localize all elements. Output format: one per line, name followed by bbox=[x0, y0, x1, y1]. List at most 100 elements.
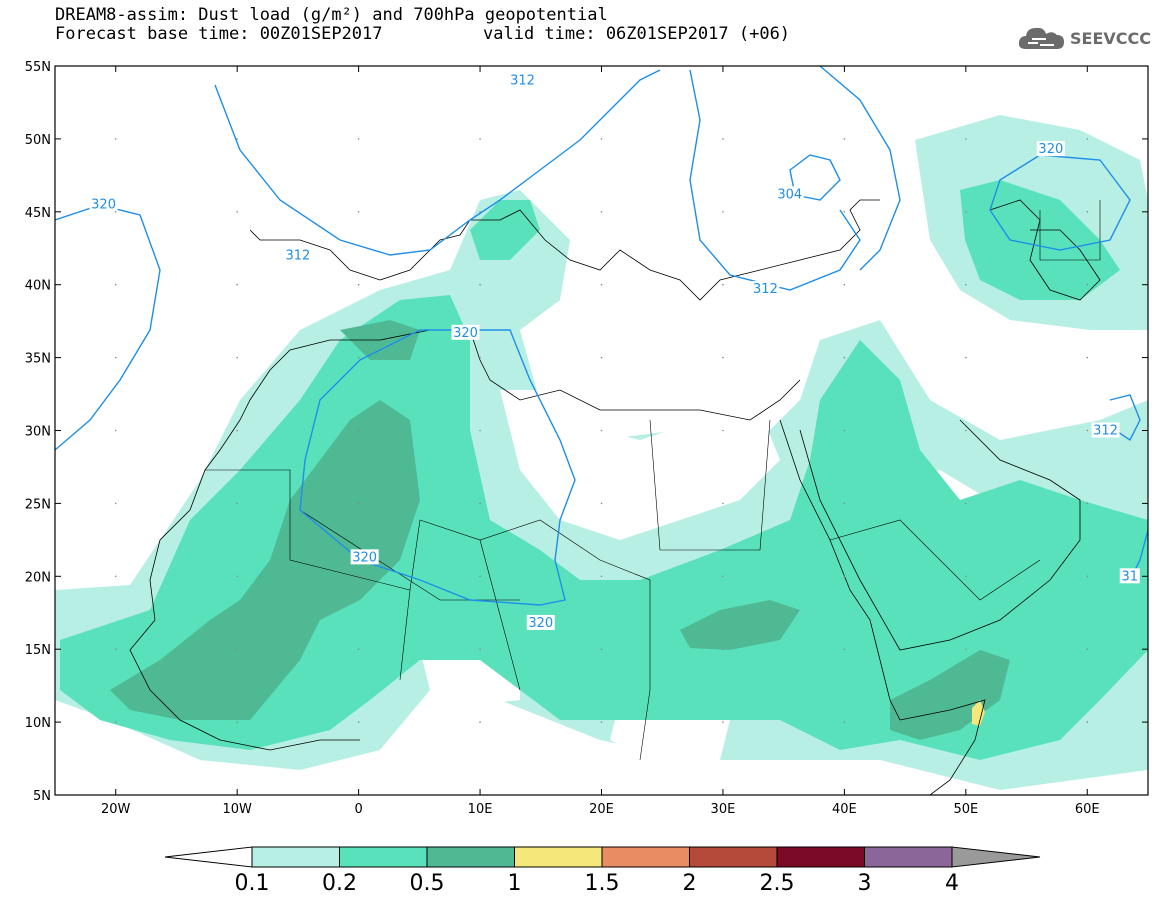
graticule-dot bbox=[479, 575, 481, 578]
graticule-dot bbox=[479, 138, 481, 140]
lat-tick-label: 35N bbox=[25, 352, 51, 367]
contour-label: 320 bbox=[1038, 142, 1063, 157]
graticule-dot bbox=[1086, 721, 1089, 723]
colorbar-under-triangle bbox=[164, 846, 253, 868]
colorbar-segment bbox=[689, 846, 778, 868]
graticule-dot bbox=[357, 429, 360, 432]
graticule-dot bbox=[600, 138, 603, 140]
contour-label-bg bbox=[508, 72, 537, 88]
contour-label-bg bbox=[1119, 568, 1140, 584]
graticule-dot bbox=[479, 211, 481, 213]
graticule-dot bbox=[357, 575, 360, 578]
graticule-dot bbox=[843, 429, 846, 432]
graticule-dot bbox=[722, 138, 724, 140]
lat-tick-label: 40N bbox=[25, 279, 51, 294]
lon-tick-label: 30E bbox=[711, 802, 736, 817]
colorbar-label: 3 bbox=[858, 871, 872, 896]
colorbar-label: 1 bbox=[508, 871, 522, 896]
graticule-dot bbox=[357, 283, 360, 286]
graticule-dot bbox=[114, 283, 117, 286]
graticule-dot bbox=[965, 138, 967, 140]
graticule-dot bbox=[236, 138, 238, 140]
graticule-dot bbox=[722, 429, 724, 432]
graticule-dot bbox=[236, 429, 238, 432]
graticule-dot bbox=[114, 429, 117, 432]
contour-320-sahara bbox=[299, 329, 576, 606]
lon-tick-label: 20E bbox=[589, 802, 614, 817]
coastline-red-sea bbox=[779, 419, 901, 721]
graticule-dot bbox=[236, 283, 238, 286]
lat-tick-label: 10N bbox=[25, 716, 51, 731]
colorbar-label: 1.5 bbox=[585, 871, 620, 896]
colorbar-segment bbox=[339, 846, 428, 868]
map-title: DREAM8-assim: Dust load (g/m²) and 700hP… bbox=[55, 5, 608, 25]
graticule-dot bbox=[479, 356, 481, 359]
graticule-dot bbox=[965, 211, 967, 213]
lat-tick-label: 15N bbox=[25, 643, 51, 658]
graticule-dot bbox=[843, 721, 846, 723]
coastline-arabia bbox=[799, 419, 1081, 651]
colorbar-label: 2.5 bbox=[760, 871, 795, 896]
graticule-dot bbox=[600, 502, 603, 505]
lat-tick-label: 30N bbox=[25, 425, 51, 440]
colorbar-label: 0.2 bbox=[322, 871, 357, 896]
contour-label: 31 bbox=[1122, 569, 1139, 584]
longitude-axis: 20W 10W 0 10E 20E 30E 40E 50E 60E bbox=[101, 66, 1100, 817]
lat-tick-label: 55N bbox=[25, 60, 51, 75]
contour-label: 312 bbox=[753, 282, 778, 297]
cloud-icon bbox=[1018, 27, 1064, 49]
graticule-dot bbox=[843, 283, 846, 286]
contour-label-bg bbox=[751, 281, 780, 297]
graticule-dot bbox=[843, 356, 846, 359]
lat-tick-label: 20N bbox=[25, 570, 51, 585]
graticule-dot bbox=[843, 138, 846, 140]
graticule-dot bbox=[722, 721, 724, 723]
colorbar-segment bbox=[864, 846, 953, 868]
graticule-dot bbox=[114, 721, 117, 723]
colorbar-over-triangle bbox=[951, 846, 1041, 868]
graticule-dot bbox=[1086, 429, 1089, 432]
contour-label-bg bbox=[89, 196, 118, 212]
colorbar-segment bbox=[776, 846, 865, 868]
colorbar-label: 0.5 bbox=[410, 871, 445, 896]
lat-tick-label: 5N bbox=[33, 789, 51, 804]
contour-label: 312 bbox=[285, 249, 310, 264]
graticule-dot bbox=[1086, 356, 1089, 359]
graticule-dot bbox=[722, 575, 724, 578]
graticule-dot bbox=[114, 138, 117, 140]
lon-tick-label: 10E bbox=[468, 802, 493, 817]
graticule-dot bbox=[722, 356, 724, 359]
contour-label: 312 bbox=[1093, 424, 1118, 439]
graticule-dot bbox=[965, 502, 967, 505]
contour-label: 320 bbox=[91, 198, 116, 213]
graticule-dot bbox=[965, 283, 967, 286]
graticule-dot bbox=[843, 575, 846, 578]
contour-312-europe bbox=[214, 69, 661, 256]
graticule-dot bbox=[236, 575, 238, 578]
graticule-dot bbox=[722, 502, 724, 505]
colorbar-segment bbox=[514, 846, 603, 868]
contour-label: 304 bbox=[777, 187, 802, 202]
contour-320-caspian bbox=[989, 154, 1131, 251]
graticule-dot bbox=[114, 575, 117, 578]
graticule-dot bbox=[965, 429, 967, 432]
contour-label: 320 bbox=[528, 616, 553, 631]
logo-text: SEEVCCC bbox=[1070, 29, 1151, 48]
dust-free-area-sahara bbox=[500, 390, 780, 540]
contour-label: 320 bbox=[453, 326, 478, 341]
graticule-dot bbox=[965, 721, 967, 723]
valid-time: valid time: 06Z01SEP2017 (+06) bbox=[483, 24, 791, 44]
graticule-dot bbox=[600, 211, 603, 213]
graticule-dot bbox=[600, 429, 603, 432]
graticule-dot bbox=[236, 648, 238, 650]
graticule-dot bbox=[236, 211, 238, 213]
graticule-dot bbox=[1086, 283, 1089, 286]
graticule-dot bbox=[1086, 648, 1089, 650]
coastline-europe bbox=[249, 199, 880, 301]
contour-label-bg bbox=[1091, 422, 1120, 438]
graticule-dot bbox=[1086, 211, 1089, 213]
graticule-dot bbox=[600, 721, 603, 723]
graticule-dot bbox=[843, 211, 846, 213]
graticule-dot bbox=[114, 211, 117, 213]
graticule-dot bbox=[357, 356, 360, 359]
